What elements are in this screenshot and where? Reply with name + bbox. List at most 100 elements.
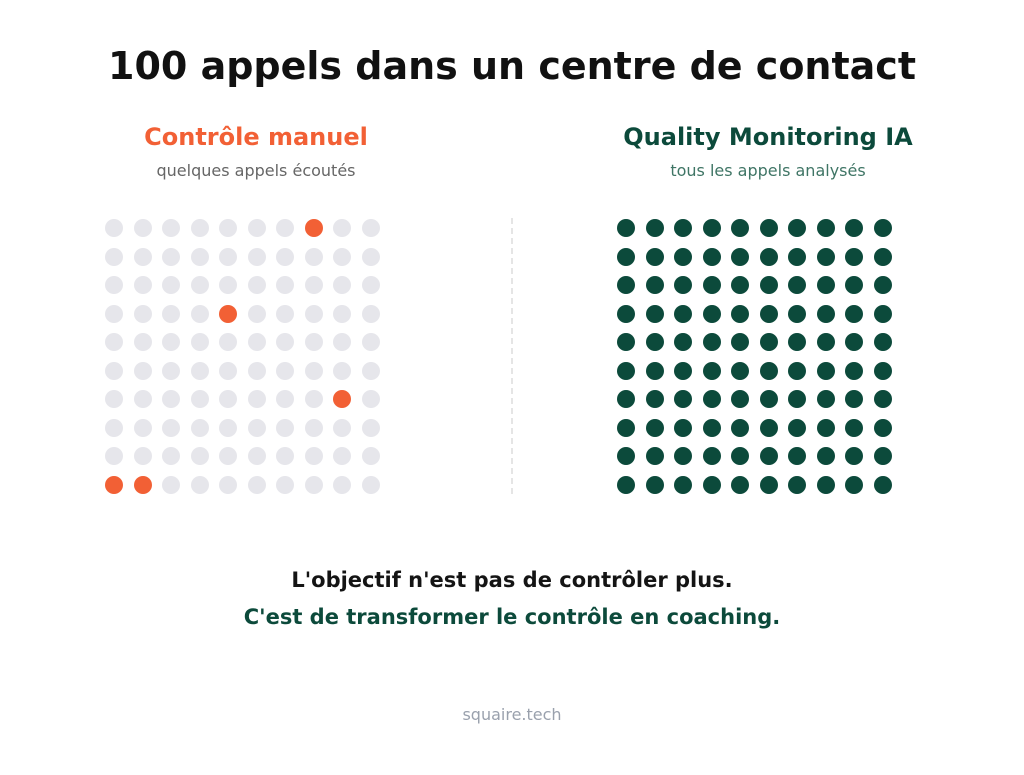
manual-dot (105, 333, 123, 351)
manual-dot (219, 390, 237, 408)
ai-dot-highlighted (617, 418, 635, 437)
manual-dot (247, 247, 266, 266)
ai-dot-highlighted (759, 304, 778, 323)
message-line-2: C'est de transformer le contrôle en coac… (243, 605, 781, 629)
manual-dot (105, 219, 123, 237)
manual-dot (333, 333, 351, 351)
ai-dot-highlighted (645, 447, 664, 465)
ai-dot-highlighted (816, 219, 835, 237)
page-title: 100 appels dans un centre de contact (108, 44, 916, 88)
ai-dot-highlighted (617, 447, 635, 465)
ai-dot-highlighted (674, 361, 692, 380)
ai-dot-highlighted (816, 475, 835, 494)
ai-dot-highlighted (873, 475, 892, 494)
ai-dot-highlighted (617, 247, 635, 266)
ai-dot-highlighted (617, 276, 635, 294)
manual-dot (276, 475, 294, 494)
manual-dot (133, 219, 152, 237)
ai-dot-highlighted (788, 418, 806, 437)
manual-dot (105, 447, 123, 465)
manual-dot (304, 418, 323, 437)
ai-dot-highlighted (731, 219, 749, 237)
manual-dot (105, 390, 123, 408)
footer-brand: squaire.tech (462, 705, 562, 724)
manual-dot (361, 418, 380, 437)
ai-dot-highlighted (617, 333, 635, 351)
ai-dot-highlighted (845, 361, 863, 380)
manual-dot (162, 276, 180, 294)
manual-dot (276, 247, 294, 266)
manual-dot (190, 447, 209, 465)
ai-dot-highlighted (788, 333, 806, 351)
ai-dot-highlighted (845, 447, 863, 465)
ai-dot-highlighted (845, 219, 863, 237)
ai-dot-highlighted (816, 418, 835, 437)
manual-dot (219, 219, 237, 237)
manual-dot (133, 276, 152, 294)
ai-dot-highlighted (702, 475, 721, 494)
ai-dot-highlighted (845, 475, 863, 494)
manual-dot (276, 418, 294, 437)
manual-dot (361, 219, 380, 237)
manual-dot (219, 447, 237, 465)
manual-dot (304, 361, 323, 380)
manual-dot (162, 447, 180, 465)
ai-dot-highlighted (759, 361, 778, 380)
ai-dot-highlighted (873, 333, 892, 351)
ai-dot-highlighted (873, 304, 892, 323)
ai-dot-highlighted (702, 219, 721, 237)
ai-dot-highlighted (873, 247, 892, 266)
ai-dot-highlighted (759, 447, 778, 465)
ai-dot-highlighted (702, 247, 721, 266)
manual-dot (133, 361, 152, 380)
panel-divider (511, 218, 513, 494)
manual-dot (276, 276, 294, 294)
manual-dot (247, 390, 266, 408)
manual-dot (333, 475, 351, 494)
ai-dot-highlighted (759, 219, 778, 237)
manual-dot (133, 333, 152, 351)
manual-dot (190, 276, 209, 294)
manual-dot (247, 219, 266, 237)
manual-dot (162, 304, 180, 323)
manual-dot (105, 276, 123, 294)
ai-dot-highlighted (674, 475, 692, 494)
ai-dot-highlighted (816, 276, 835, 294)
ai-dot-highlighted (645, 219, 664, 237)
manual-dot (304, 475, 323, 494)
manual-dot (247, 304, 266, 323)
ai-dot-highlighted (873, 361, 892, 380)
manual-dot (162, 418, 180, 437)
ai-dot-highlighted (702, 447, 721, 465)
ai-dot-highlighted (702, 418, 721, 437)
ai-dot-highlighted (788, 219, 806, 237)
ai-dot-highlighted (674, 390, 692, 408)
ai-dot-highlighted (702, 390, 721, 408)
ai-dot-highlighted (731, 276, 749, 294)
ai-dot-highlighted (816, 361, 835, 380)
ai-dot-highlighted (731, 418, 749, 437)
manual-dot-highlighted (333, 390, 351, 408)
ai-dot-highlighted (845, 276, 863, 294)
manual-dot (361, 247, 380, 266)
message-line-1: L'objectif n'est pas de contrôler plus. (291, 568, 733, 592)
manual-dot-highlighted (105, 475, 123, 494)
manual-dot (219, 418, 237, 437)
manual-dot (190, 475, 209, 494)
manual-dot (333, 219, 351, 237)
manual-dot (105, 247, 123, 266)
manual-dot (190, 418, 209, 437)
manual-dot (162, 247, 180, 266)
ai-dot-highlighted (702, 361, 721, 380)
ai-dot-highlighted (788, 361, 806, 380)
manual-dot (276, 304, 294, 323)
ai-subheading: tous les appels analysés (670, 161, 866, 180)
ai-dot-highlighted (674, 418, 692, 437)
manual-dot (333, 447, 351, 465)
manual-dot (162, 333, 180, 351)
ai-dot-highlighted (873, 276, 892, 294)
ai-dot-highlighted (816, 304, 835, 323)
manual-dot (247, 361, 266, 380)
ai-dot-highlighted (788, 247, 806, 266)
ai-panel-header: Quality Monitoring IA tous les appels an… (558, 120, 978, 182)
